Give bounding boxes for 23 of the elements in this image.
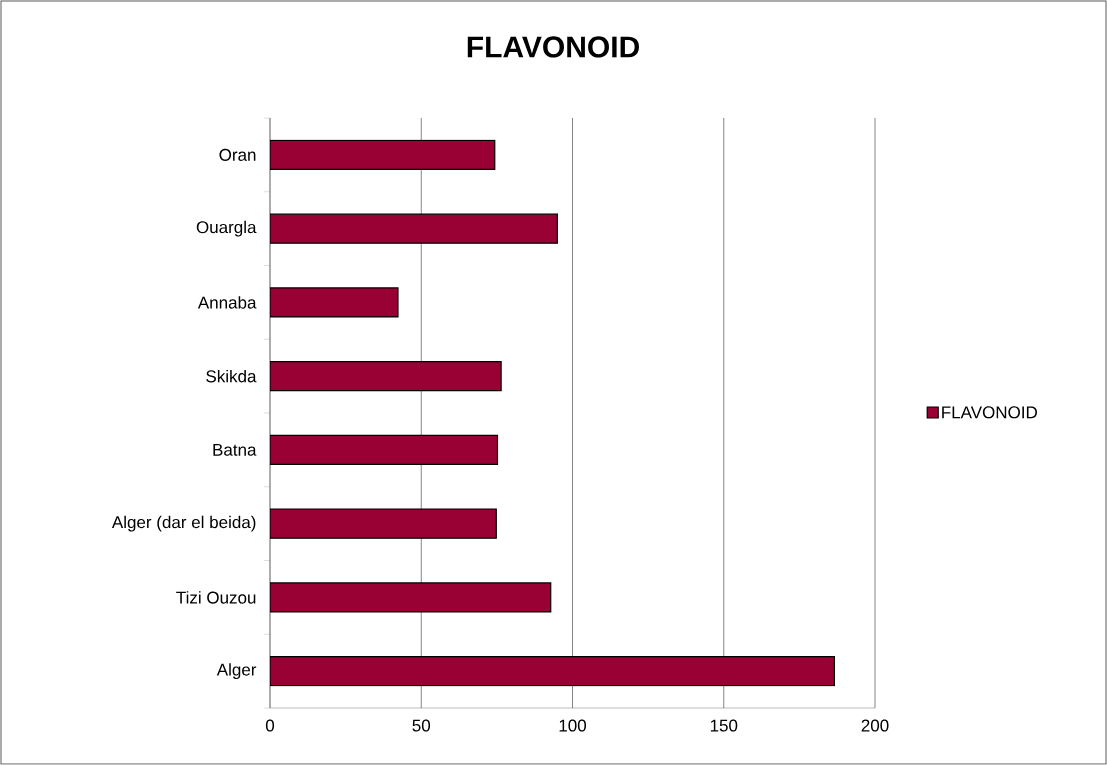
bar — [270, 656, 836, 687]
y-tick-label: Alger — [216, 663, 257, 680]
y-tick-label: Skikda — [206, 369, 257, 383]
y-tick-label: Batna — [213, 443, 257, 456]
bar — [270, 287, 399, 318]
x-tick-label: 100 — [559, 719, 587, 732]
bar — [270, 139, 496, 170]
x-tick-label: 150 — [710, 719, 738, 732]
y-tick-label: Alger (dar el beida) — [111, 515, 256, 532]
y-tick-label: Ouargla — [196, 220, 257, 237]
bar — [270, 582, 552, 613]
y-tick-label: Oran — [219, 148, 256, 161]
x-tick-label: 0 — [265, 719, 275, 732]
bar — [270, 213, 558, 244]
bar — [270, 361, 502, 392]
chart-title: FLAVONOID — [467, 36, 639, 58]
x-tick-label: 200 — [861, 719, 889, 732]
y-tick-label: Annaba — [197, 296, 257, 309]
bar — [270, 508, 497, 539]
y-tick-label: Tizi Ouzou — [176, 591, 256, 604]
legend-label: FLAVONOID — [942, 406, 1037, 419]
bar — [270, 434, 499, 465]
x-tick-label: 50 — [412, 719, 431, 732]
